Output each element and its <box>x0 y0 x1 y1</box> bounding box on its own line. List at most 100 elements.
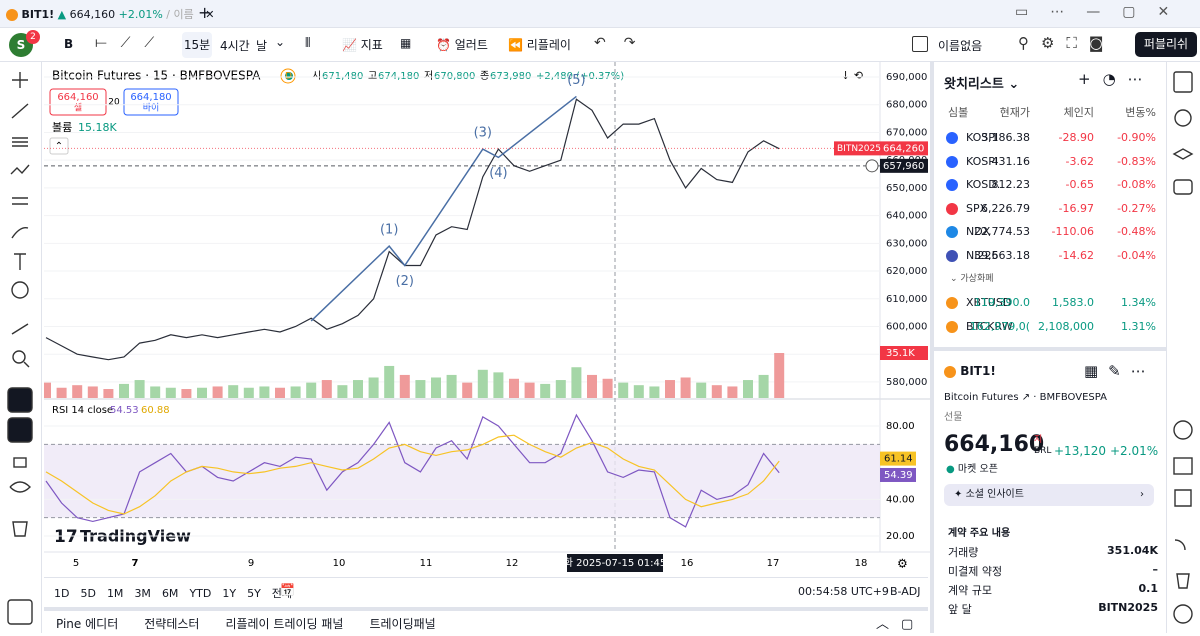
y-tick-label: 640,000 <box>886 211 927 222</box>
volume-bar <box>711 385 722 398</box>
y-tick-label: 680,000 <box>886 100 927 111</box>
volume-bar <box>243 387 254 398</box>
ohlc-value: 670,800 <box>434 71 475 82</box>
right-icon-set[interactable] <box>1167 62 1200 633</box>
new-tab[interactable]: + <box>198 3 212 22</box>
range-button[interactable]: 5D <box>80 587 96 600</box>
watchlist-cell: SPX <box>966 201 988 215</box>
buy-button[interactable] <box>123 88 179 116</box>
range-button[interactable]: 전체 <box>271 587 293 600</box>
y-tick-label: 610,000 <box>886 294 927 305</box>
watchlist-cell: 2,108,000 <box>1038 319 1094 333</box>
x-tick-label: 7 <box>132 558 139 569</box>
range-button[interactable]: 1M <box>106 587 124 600</box>
range-button[interactable]: 1D <box>54 587 70 600</box>
volume-tag: 35.1K <box>886 348 915 359</box>
details-name: Bitcoin Futures <box>944 392 1019 403</box>
watchlist-cell: 431.16 <box>991 154 1031 168</box>
window-controls[interactable]: ▭⋯—▢✕ <box>1015 4 1192 20</box>
x-tick-label: 16 <box>681 558 694 569</box>
toolbar-icons[interactable]: ⚲⚙⛶◙ <box>1018 34 1116 52</box>
watchlist-cell: 812.23 <box>991 178 1031 191</box>
details-tools[interactable]: ▦✎⋯ <box>1084 362 1156 380</box>
tab-change: +2.01% <box>118 8 163 21</box>
interval-dropdown[interactable]: ⌄ <box>275 35 286 49</box>
layout-checkbox[interactable] <box>912 36 928 52</box>
details-sup: 지 <box>1034 435 1043 445</box>
range-button[interactable]: 3M <box>134 587 151 600</box>
watchlist-tools[interactable]: +◔⋯ <box>1078 70 1155 88</box>
watchlist-row[interactable]: SPX 6,226.79 -16.97 -0.27% <box>934 197 1166 220</box>
volume-bar <box>134 380 145 398</box>
details-key: 앞 달 <box>948 603 972 616</box>
layout-name[interactable]: 이름없음 <box>938 39 983 53</box>
drawing-shortcuts[interactable]: ⟝⟋⟋ <box>95 35 169 51</box>
undo-redo[interactable]: ↶↷ <box>594 35 654 51</box>
y-tick-label: 690,000 <box>886 72 927 83</box>
watchlist-header-cell: 체인지 <box>1063 106 1094 119</box>
adjust[interactable]: B-ADJ <box>890 585 921 598</box>
tab[interactable]: BIT1! ▲ 664,160 +2.01% / 이름 ✕ <box>6 6 214 22</box>
interval[interactable]: 15분 <box>182 32 212 58</box>
row-icon <box>946 132 958 144</box>
replay[interactable]: ⏪ 리플레이 <box>508 38 571 52</box>
tabs: Pine 에디터 전략테스터 리플레이 트레이딩 패널 트레이딩패널 <box>56 615 462 632</box>
templates[interactable]: ▦ <box>400 36 412 50</box>
details-value: 351.04K <box>1107 544 1158 557</box>
watchlist-cell: -110.06 <box>1051 225 1094 238</box>
watchlist-row[interactable]: XBTUSD 119,390.0 1,583.0 1.34% <box>934 291 1166 314</box>
watchlist-row[interactable]: KOSPI 3,186.38 -28.90 -0.90% <box>934 126 1166 149</box>
row-icon <box>946 202 958 215</box>
volume-bar <box>197 387 207 398</box>
drawing-toolbar <box>0 62 42 633</box>
range-button[interactable]: 1Y <box>222 587 237 600</box>
goto-date[interactable]: 📅 <box>280 583 295 597</box>
tab-extra: 이름 <box>173 8 194 21</box>
watchlist-row[interactable]: BTCKRW 162,979,0(2,108,000 1.31% <box>934 315 1166 338</box>
bottom-tab[interactable]: Pine 에디터 <box>56 617 119 631</box>
watchlist-row[interactable]: KOSPI 431.16 -3.62 -0.83% <box>934 150 1166 173</box>
watchlist-title[interactable]: 왓치리스트 ⌄ <box>944 77 1020 92</box>
range-button[interactable]: 5Y <box>247 587 261 600</box>
volume-bar <box>524 382 535 398</box>
ohlc-label: 시 <box>312 70 321 82</box>
range-button[interactable]: 6M <box>161 587 179 600</box>
symbol-search[interactable]: B <box>64 37 74 51</box>
sell-button[interactable] <box>49 88 107 116</box>
chart-title: Bitcoin Futures · 15 · BMFBOVESPA <box>52 69 261 83</box>
watchlist-row[interactable]: NI225 39,663.18 -14.62 -0.04% <box>934 244 1166 267</box>
publish[interactable]: 퍼블리쉬 <box>1135 32 1197 57</box>
insight[interactable]: ✦ 소셜 인사이트 › <box>944 484 1154 506</box>
replay-label: 리플레이 <box>526 38 571 52</box>
panel-controls[interactable]: ︿▢ <box>876 617 926 632</box>
bottom-tab[interactable]: 리플레이 트레이딩 패널 <box>225 617 344 631</box>
alert[interactable]: ⏰ 얼러트 <box>436 38 488 52</box>
range-button[interactable]: YTD <box>189 587 212 600</box>
collapse-legend[interactable] <box>49 137 69 155</box>
volume-bar <box>337 385 348 398</box>
interval-day[interactable]: 날 <box>256 39 268 53</box>
settings-icon[interactable]: ⚙ <box>897 557 908 571</box>
ohlc-value: 674,180 <box>378 71 419 82</box>
bottom-tab[interactable]: 전략테스터 <box>144 617 200 631</box>
details-currency: BRL <box>1034 446 1052 456</box>
spread: 20 <box>108 98 120 108</box>
x-tick-label: 5 <box>73 558 79 569</box>
interval-4h[interactable]: 4시간 <box>220 39 250 53</box>
volume-bar <box>150 386 161 398</box>
watchlist-section[interactable]: ⌄ 가상화폐 <box>950 274 994 284</box>
volume-bar <box>571 367 582 398</box>
indicators[interactable]: 📈 지표 <box>342 38 383 52</box>
volume-bar <box>540 383 551 398</box>
bottom-tab[interactable]: 트레이딩패널 <box>369 617 436 631</box>
watchlist-cell: NI225 <box>966 248 999 262</box>
watchlist-row[interactable]: NDX 22,774.53 -110.06 -0.48% <box>934 220 1166 243</box>
watchlist-row[interactable]: KOSD. 812.23 -0.65 -0.08% <box>934 173 1166 196</box>
tool-icons[interactable] <box>0 62 42 633</box>
volume-bar <box>587 374 597 398</box>
watchlist-cell: -0.27% <box>1117 201 1156 215</box>
scroll-icons[interactable]: ↓ ⟲ <box>841 69 863 82</box>
ohlc-value: 673,980 <box>490 71 531 82</box>
chart-type[interactable]: ⫴ <box>305 36 311 51</box>
details-kind: 선물 <box>944 412 963 423</box>
